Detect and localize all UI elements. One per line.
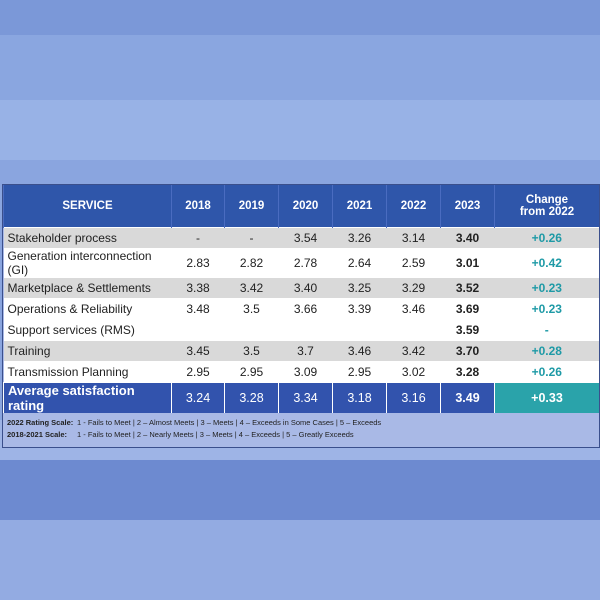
rating-cell: 2.95	[332, 361, 387, 383]
rating-cell	[332, 319, 387, 341]
table-row: Operations & Reliability 3.48 3.5 3.66 3.39 3…	[3, 298, 599, 320]
rating-cell: 3.39	[332, 298, 387, 320]
change-cell: +0.23	[494, 277, 599, 299]
rating-cell: 2.64	[332, 248, 387, 278]
rating-cell: 2.78	[278, 248, 333, 278]
average-cell: 3.24	[171, 382, 225, 413]
average-cell: 3.49	[440, 382, 495, 413]
service-name: Support services (RMS)	[3, 319, 172, 341]
rating-cell: 3.40	[278, 277, 333, 299]
rating-cell: 3.69	[440, 298, 495, 320]
rating-cell: -	[171, 227, 225, 249]
change-cell: +0.28	[494, 340, 599, 362]
column-header: 2019	[224, 185, 279, 228]
rating-cell: 2.95	[224, 361, 279, 383]
average-row: Average satisfaction rating 3.24 3.28 3.34 3…	[3, 382, 599, 413]
table-row: Transmission Planning 2.95 2.95 3.09 2.95 3.0…	[3, 361, 599, 383]
table-row: Stakeholder process - -3.54 3.26 3.14 3.40 +0.…	[3, 227, 599, 249]
rating-cell: 3.42	[224, 277, 279, 299]
rating-cell: 3.29	[386, 277, 441, 299]
rating-cell: 3.5	[224, 340, 279, 362]
change-cell: +0.26	[494, 361, 599, 383]
note-text: 1 - Fails to Meet | 2 – Almost Meets | 3…	[77, 418, 382, 427]
rating-cell: 3.70	[440, 340, 495, 362]
rating-cell: 3.38	[171, 277, 225, 299]
rating-cell: 2.83	[171, 248, 225, 278]
rating-cell: 3.46	[332, 340, 387, 362]
rating-cell	[278, 319, 333, 341]
note-text: 1 - Fails to Meet | 2 – Nearly Meets | 3…	[77, 430, 354, 439]
rating-cell: -	[224, 227, 279, 249]
average-cell: 3.16	[386, 382, 441, 413]
change-cell: +0.26	[494, 227, 599, 249]
average-cell: 3.18	[332, 382, 387, 413]
note-2018-2021: 2018-2021 Scale: 1 - Fails to Meet | 2 – …	[7, 429, 595, 441]
column-header: 2020	[278, 185, 333, 228]
rating-cell: 2.59	[386, 248, 441, 278]
average-cell: 3.28	[224, 382, 279, 413]
rating-cell	[171, 319, 225, 341]
table-row: Generation interconnection (GI) 2.83 2.82 2…	[3, 248, 599, 278]
change-cell: -	[494, 319, 599, 341]
service-name: Generation interconnection (GI)	[3, 248, 172, 278]
satisfaction-table-card: SERVICE 2018 2019 2020 2021 2022 2023 Change fr…	[2, 184, 600, 448]
rating-cell: 3.45	[171, 340, 225, 362]
table-row: Marketplace & Settlements 3.38 3.42 3.40 3.2…	[3, 277, 599, 299]
column-header: 2023	[440, 185, 495, 228]
rating-cell	[224, 319, 279, 341]
rating-cell: 2.95	[171, 361, 225, 383]
rating-cell: 3.25	[332, 277, 387, 299]
column-header: Change from 2022	[494, 185, 599, 228]
rating-cell: 3.48	[171, 298, 225, 320]
service-name: Marketplace & Settlements	[3, 277, 172, 299]
rating-cell: 2.82	[224, 248, 279, 278]
rating-cell: 3.01	[440, 248, 495, 278]
note-label: 2022 Rating Scale:	[7, 418, 74, 427]
rating-cell: 3.54	[278, 227, 333, 249]
rating-cell: 3.09	[278, 361, 333, 383]
rating-cell: 3.5	[224, 298, 279, 320]
table-row: Support services (RMS) 3.59-	[3, 319, 599, 341]
rating-cell: 3.42	[386, 340, 441, 362]
service-name: Stakeholder process	[3, 227, 172, 249]
rating-cell: 3.66	[278, 298, 333, 320]
table-row: Training 3.45 3.5 3.7 3.46 3.42 3.70 +0.28	[3, 340, 599, 362]
rating-cell: 3.26	[332, 227, 387, 249]
rating-cell: 3.59	[440, 319, 495, 341]
change-cell: +0.23	[494, 298, 599, 320]
change-cell: +0.42	[494, 248, 599, 278]
average-cell: 3.34	[278, 382, 333, 413]
rating-scale-notes: 2022 Rating Scale: 1 - Fails to Meet | 2 …	[3, 413, 599, 447]
header-row: SERVICE 2018 2019 2020 2021 2022 2023 Change fr…	[3, 185, 599, 228]
note-label: 2018-2021 Scale:	[7, 430, 68, 439]
service-name: Transmission Planning	[3, 361, 172, 383]
satisfaction-table: SERVICE 2018 2019 2020 2021 2022 2023 Change fr…	[3, 185, 599, 413]
column-header: 2021	[332, 185, 387, 228]
rating-cell: 3.28	[440, 361, 495, 383]
column-header: SERVICE	[3, 185, 172, 228]
service-name: Training	[3, 340, 172, 362]
rating-cell: 3.14	[386, 227, 441, 249]
note-2022: 2022 Rating Scale: 1 - Fails to Meet | 2 …	[7, 417, 595, 429]
rating-cell: 3.40	[440, 227, 495, 249]
column-header: 2018	[171, 185, 225, 228]
average-change: +0.33	[494, 382, 599, 413]
column-header: 2022	[386, 185, 441, 228]
rating-cell: 3.02	[386, 361, 441, 383]
rating-cell: 3.52	[440, 277, 495, 299]
rating-cell	[386, 319, 441, 341]
service-name: Operations & Reliability	[3, 298, 172, 320]
average-label: Average satisfaction rating	[3, 382, 172, 413]
rating-cell: 3.46	[386, 298, 441, 320]
rating-cell: 3.7	[278, 340, 333, 362]
